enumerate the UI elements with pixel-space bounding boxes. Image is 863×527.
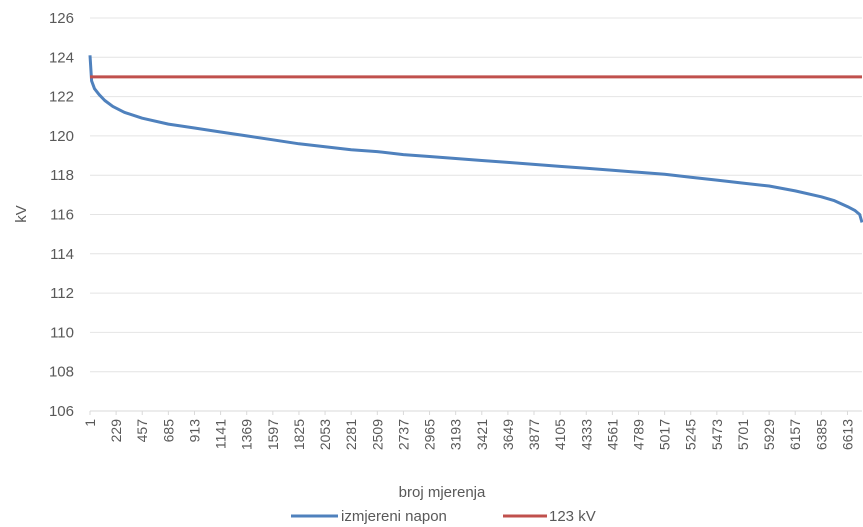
x-axis-title: broj mjerenja — [399, 484, 486, 501]
x-tick-label: 2509 — [369, 419, 385, 450]
x-tick-label: 1825 — [291, 419, 307, 450]
x-tick-label: 5017 — [657, 419, 673, 450]
x-tick-label: 6613 — [839, 419, 855, 450]
legend: izmjereni napon 123 kV — [291, 508, 596, 525]
y-tick-label: 120 — [49, 128, 74, 145]
x-tick-label: 3193 — [448, 419, 464, 450]
x-tick-label: 5929 — [761, 419, 777, 450]
plot-series — [88, 55, 863, 223]
x-tick-label: 1369 — [239, 419, 255, 450]
x-tick-label: 4561 — [604, 419, 620, 450]
x-tick-label: 5473 — [709, 419, 725, 450]
x-tick-label: 5701 — [735, 419, 751, 450]
x-tick-label: 2965 — [422, 419, 438, 450]
y-axis-ticks: 106 108 110 112 114 116 118 120 122 124 126 — [49, 10, 74, 420]
x-tick-label: 457 — [134, 419, 150, 443]
y-tick-label: 126 — [49, 10, 74, 27]
y-tick-label: 124 — [49, 49, 74, 66]
x-tick-label: 3877 — [526, 419, 542, 450]
x-tick-label: 2281 — [343, 419, 359, 450]
x-tick-label: 4333 — [578, 419, 594, 450]
series-line-izmjereni-napon — [88, 55, 863, 223]
x-tick-label: 4789 — [630, 419, 646, 450]
y-tick-label: 114 — [50, 246, 74, 263]
x-tick-label: 2737 — [395, 419, 411, 450]
x-tick-label: 913 — [186, 419, 202, 443]
y-tick-label: 110 — [50, 324, 74, 341]
legend-label: izmjereni napon — [341, 508, 447, 525]
y-axis-title: kV — [13, 205, 30, 223]
x-tick-label: 6385 — [813, 419, 829, 450]
x-tick-label: 2053 — [317, 419, 333, 450]
gridlines — [90, 17, 862, 373]
x-axis-ticks: 1 229 457 685 913 1141 1369 1597 1825 2053 2281 250… — [82, 411, 855, 450]
x-tick-label: 1 — [82, 419, 98, 427]
legend-label: 123 kV — [549, 508, 596, 525]
x-tick-label: 3649 — [500, 419, 516, 450]
x-tick-label: 1597 — [265, 419, 281, 450]
y-tick-label: 108 — [49, 364, 74, 381]
x-tick-label: 4105 — [552, 419, 568, 450]
x-tick-label: 5245 — [683, 419, 699, 450]
y-tick-label: 122 — [49, 89, 74, 106]
x-tick-label: 6157 — [787, 419, 803, 450]
x-tick-label: 229 — [108, 419, 124, 443]
y-tick-label: 106 — [49, 403, 74, 420]
x-tick-label: 685 — [160, 419, 176, 443]
x-tick-label: 1141 — [213, 419, 229, 449]
y-tick-label: 116 — [50, 207, 74, 224]
x-tick-label: 3421 — [474, 419, 490, 450]
y-tick-label: 112 — [50, 285, 74, 302]
y-tick-label: 118 — [50, 167, 74, 184]
